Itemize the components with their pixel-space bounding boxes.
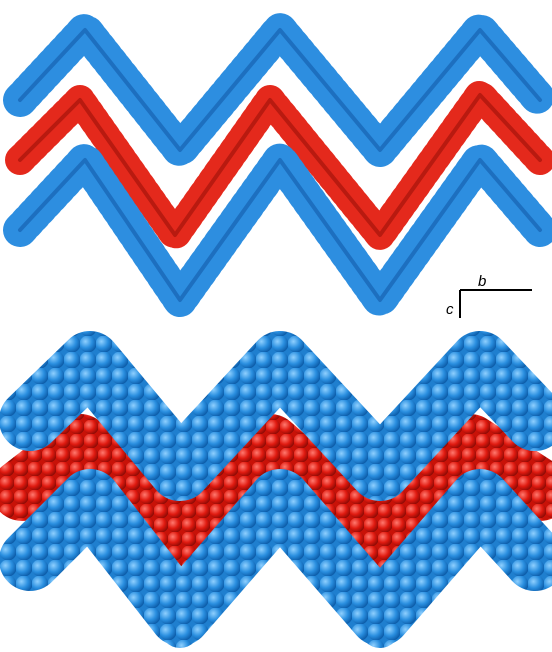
crystal-packing-figure: b c — [0, 0, 552, 652]
blue-cap — [260, 332, 300, 372]
blue-band-lower — [30, 500, 535, 615]
axis-indicator: b c — [446, 273, 532, 318]
blue-cap — [160, 608, 200, 648]
blue-cap — [460, 332, 500, 372]
axis-label-c: c — [446, 301, 454, 318]
page: {"axis_labels": {"horizontal": "b", "ver… — [0, 0, 552, 652]
blue-cap — [70, 332, 110, 372]
stick-model — [20, 30, 540, 300]
axis-label-b: b — [478, 273, 486, 290]
spacefill-model — [22, 332, 540, 648]
blue-cap — [360, 608, 400, 648]
